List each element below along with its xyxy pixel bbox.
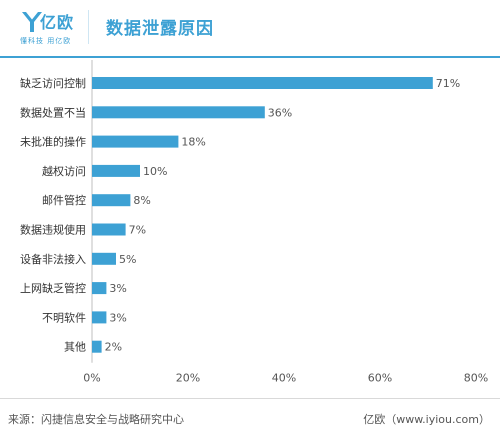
category-label: 越权访问 — [42, 164, 86, 178]
bar — [92, 252, 116, 265]
site-text: 亿欧（www.iyiou.com） — [363, 413, 490, 426]
source-text: 来源：闪捷信息安全与战略研究中心 — [8, 413, 184, 426]
page-title: 数据泄露原因 — [106, 19, 214, 39]
category-label: 邮件管控 — [42, 193, 86, 207]
x-tick-label: 60% — [368, 372, 392, 385]
header-rule — [0, 56, 500, 58]
value-label: 36% — [268, 106, 292, 119]
value-label: 2% — [105, 341, 122, 354]
logo-slogan: 懂科技 用亿欧 — [20, 37, 72, 45]
value-label: 10% — [143, 165, 167, 178]
bar — [92, 223, 126, 236]
bar — [92, 77, 433, 89]
bar — [92, 340, 102, 353]
value-label: 8% — [133, 194, 150, 207]
x-tick-label: 80% — [464, 372, 488, 385]
value-label: 7% — [129, 224, 146, 237]
header: 亿欧 懂科技 用亿欧 数据泄露原因 — [0, 0, 500, 58]
x-tick-label: 40% — [272, 372, 296, 385]
value-label: 71% — [436, 77, 460, 90]
bar — [92, 164, 140, 177]
category-label: 不明软件 — [42, 310, 86, 324]
category-label: 缺乏访问控制 — [20, 76, 86, 90]
value-label: 3% — [109, 282, 126, 295]
value-label: 18% — [181, 136, 205, 149]
x-tick-label: 20% — [176, 372, 200, 385]
header-divider — [88, 10, 89, 44]
category-label: 数据违规使用 — [20, 223, 86, 237]
bar-chart: 缺乏访问控制 71% 数据处置不当 36% 未批准的操作 18% 越权访问 10% 邮件管控 8%… — [20, 60, 488, 385]
logo-icon — [22, 12, 42, 32]
category-label: 上网缺乏管控 — [20, 281, 86, 295]
value-label: 3% — [109, 311, 126, 324]
logo-text: 亿欧 — [40, 13, 75, 32]
bar — [92, 135, 179, 148]
x-tick-label: 0% — [83, 372, 100, 385]
value-label: 5% — [119, 253, 136, 266]
bar — [92, 194, 131, 207]
bar — [92, 106, 265, 119]
category-label: 数据处置不当 — [20, 105, 86, 119]
category-label: 其他 — [64, 341, 86, 354]
bar — [92, 311, 107, 324]
footer: 来源：闪捷信息安全与战略研究中心 亿欧（www.iyiou.com） — [0, 398, 500, 434]
bar — [92, 282, 107, 295]
category-label: 设备非法接入 — [20, 252, 86, 266]
category-label: 未批准的操作 — [20, 135, 86, 149]
